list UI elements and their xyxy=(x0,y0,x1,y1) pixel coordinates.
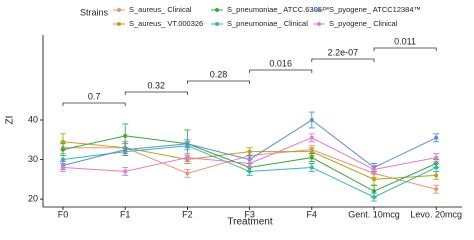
significance-label: 0.32 xyxy=(148,80,166,90)
x-tick-label: Levo. 20mcg xyxy=(410,209,462,219)
data-point xyxy=(434,155,439,160)
y-tick-label: 20 xyxy=(28,193,38,203)
significance-label: 0.28 xyxy=(210,69,228,79)
significance-label: 0.016 xyxy=(269,58,292,68)
data-point xyxy=(61,139,65,144)
data-point xyxy=(123,169,128,174)
significance-label: 0.7 xyxy=(88,91,101,101)
legend-key-point xyxy=(215,22,219,26)
data-point xyxy=(372,195,376,200)
legend-label: S_pyogene_ Clinical xyxy=(329,19,398,28)
y-tick-label: 40 xyxy=(28,114,38,124)
significance-label: 0.011 xyxy=(394,36,416,46)
data-point xyxy=(61,165,65,170)
significance-bracket xyxy=(124,91,188,95)
data-point xyxy=(309,155,314,160)
y-axis-title: ZI xyxy=(5,116,16,125)
legend-key-point xyxy=(317,22,321,26)
chart: Strains ZI Treatment 20 30 40 F0 F1 F2 F3 F4 Gen… xyxy=(5,5,462,228)
legend-label: S_aureus_ Clinical xyxy=(129,5,192,14)
legend-label: S_pneumoniae_ ATCC.6305™ xyxy=(227,5,329,14)
data-point xyxy=(309,118,314,123)
data-point xyxy=(434,173,439,178)
x-tick-label: F3 xyxy=(244,209,255,219)
legend-key-point xyxy=(117,8,121,12)
legend-key-point xyxy=(215,8,219,12)
legend-label: S_pyogene_ ATCC12384™ xyxy=(329,5,421,14)
data-point xyxy=(123,133,128,138)
legend-title: Strains xyxy=(80,7,109,17)
x-axis-title: Treatment xyxy=(227,217,272,228)
data-point xyxy=(372,177,376,182)
legend-label: S_aureus_ VT.000326 xyxy=(129,19,203,28)
data-point xyxy=(247,169,252,174)
y-tick-label: 30 xyxy=(28,154,38,164)
x-tick-label: Gent. 10mcg xyxy=(348,209,400,219)
data-point xyxy=(123,147,128,152)
data-point xyxy=(247,149,252,154)
data-point xyxy=(185,155,190,160)
significance-bracket xyxy=(62,102,126,106)
data-point xyxy=(185,171,190,176)
data-point xyxy=(372,167,376,172)
x-tick-label: F1 xyxy=(120,209,131,219)
data-point xyxy=(61,157,65,162)
legend-label: S_pneumoniae_ Clinical xyxy=(227,19,308,28)
significance-bracket xyxy=(187,80,250,84)
data-point xyxy=(434,187,439,192)
data-point xyxy=(185,141,190,146)
legend-key-point xyxy=(317,8,321,12)
data-point xyxy=(434,135,439,140)
legend-key-point xyxy=(117,22,121,26)
significance-bracket xyxy=(249,69,313,73)
x-tick-label: F2 xyxy=(182,209,193,219)
significance-bracket xyxy=(373,47,437,51)
x-tick-label: F0 xyxy=(58,209,69,219)
x-tick-label: F4 xyxy=(307,209,318,219)
data-point xyxy=(434,165,439,170)
data-point xyxy=(309,149,314,154)
significance-bracket xyxy=(311,58,375,62)
data-point xyxy=(61,147,65,152)
data-point xyxy=(372,189,376,194)
significance-label: 2.2e-07 xyxy=(328,47,359,57)
data-point xyxy=(309,135,314,140)
data-point xyxy=(247,161,252,166)
data-point xyxy=(309,165,314,170)
